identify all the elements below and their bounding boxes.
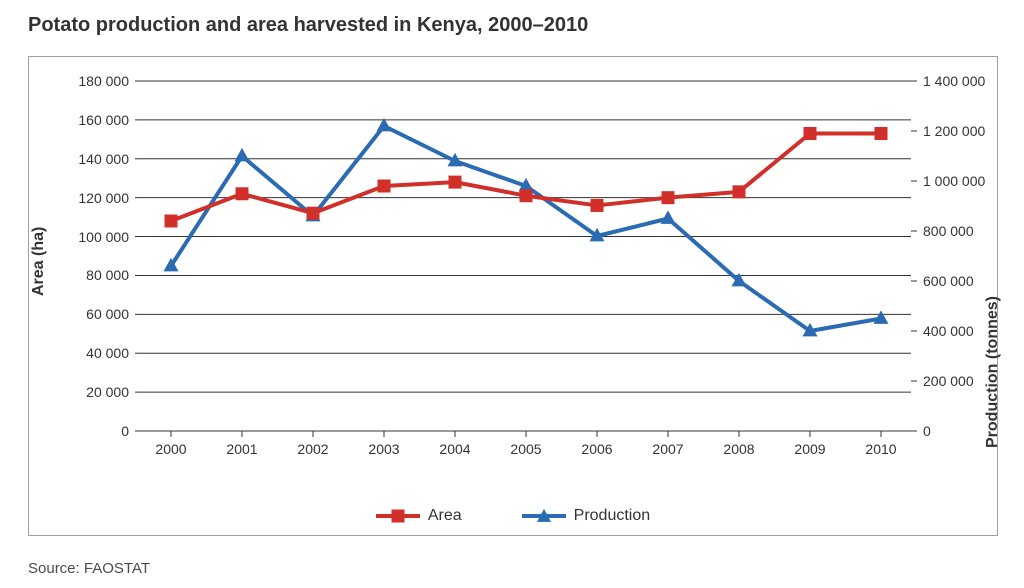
legend-item-area: Area	[376, 507, 462, 525]
y-left-tick: 140 000	[78, 151, 129, 167]
y-right-tick: 1 000 000	[923, 173, 985, 189]
y-right-axis-label: Production (tonnes)	[984, 296, 1002, 448]
y-right-tick: 200 000	[923, 373, 974, 389]
x-tick: 2003	[368, 441, 399, 457]
x-tick: 2006	[581, 441, 612, 457]
y-right-tick: 1 200 000	[923, 123, 985, 139]
x-tick: 2007	[652, 441, 683, 457]
y-left-tick: 80 000	[86, 267, 129, 283]
x-tick: 2005	[510, 441, 541, 457]
y-left-tick: 40 000	[86, 345, 129, 361]
y-left-tick: 0	[121, 423, 129, 439]
source-text: Source: FAOSTAT	[28, 560, 150, 577]
x-tick: 2009	[794, 441, 825, 457]
y-left-tick: 120 000	[78, 190, 129, 206]
y-left-tick: 160 000	[78, 112, 129, 128]
y-left-tick: 100 000	[78, 229, 129, 245]
legend-item-production: Production	[522, 507, 651, 525]
x-tick: 2008	[723, 441, 754, 457]
x-tick: 2004	[439, 441, 470, 457]
y-left-tick: 20 000	[86, 384, 129, 400]
plot-area	[141, 81, 911, 431]
legend-label-production: Production	[574, 507, 651, 525]
y-right-tick: 400 000	[923, 323, 974, 339]
y-right-tick: 600 000	[923, 273, 974, 289]
legend: Area Production	[29, 507, 997, 525]
y-right-tick: 1 400 000	[923, 73, 985, 89]
y-left-tick: 60 000	[86, 306, 129, 322]
x-tick: 2000	[155, 441, 186, 457]
chart-frame: Area (ha) Production (tonnes) 020 00040 …	[28, 56, 998, 536]
x-tick: 2002	[297, 441, 328, 457]
y-left-tick: 180 000	[78, 73, 129, 89]
x-tick: 2001	[226, 441, 257, 457]
y-right-tick: 800 000	[923, 223, 974, 239]
y-right-tick: 0	[923, 423, 931, 439]
y-left-axis-label: Area (ha)	[30, 227, 48, 296]
x-tick: 2010	[865, 441, 896, 457]
legend-label-area: Area	[428, 507, 462, 525]
chart-title: Potato production and area harvested in …	[28, 14, 588, 37]
